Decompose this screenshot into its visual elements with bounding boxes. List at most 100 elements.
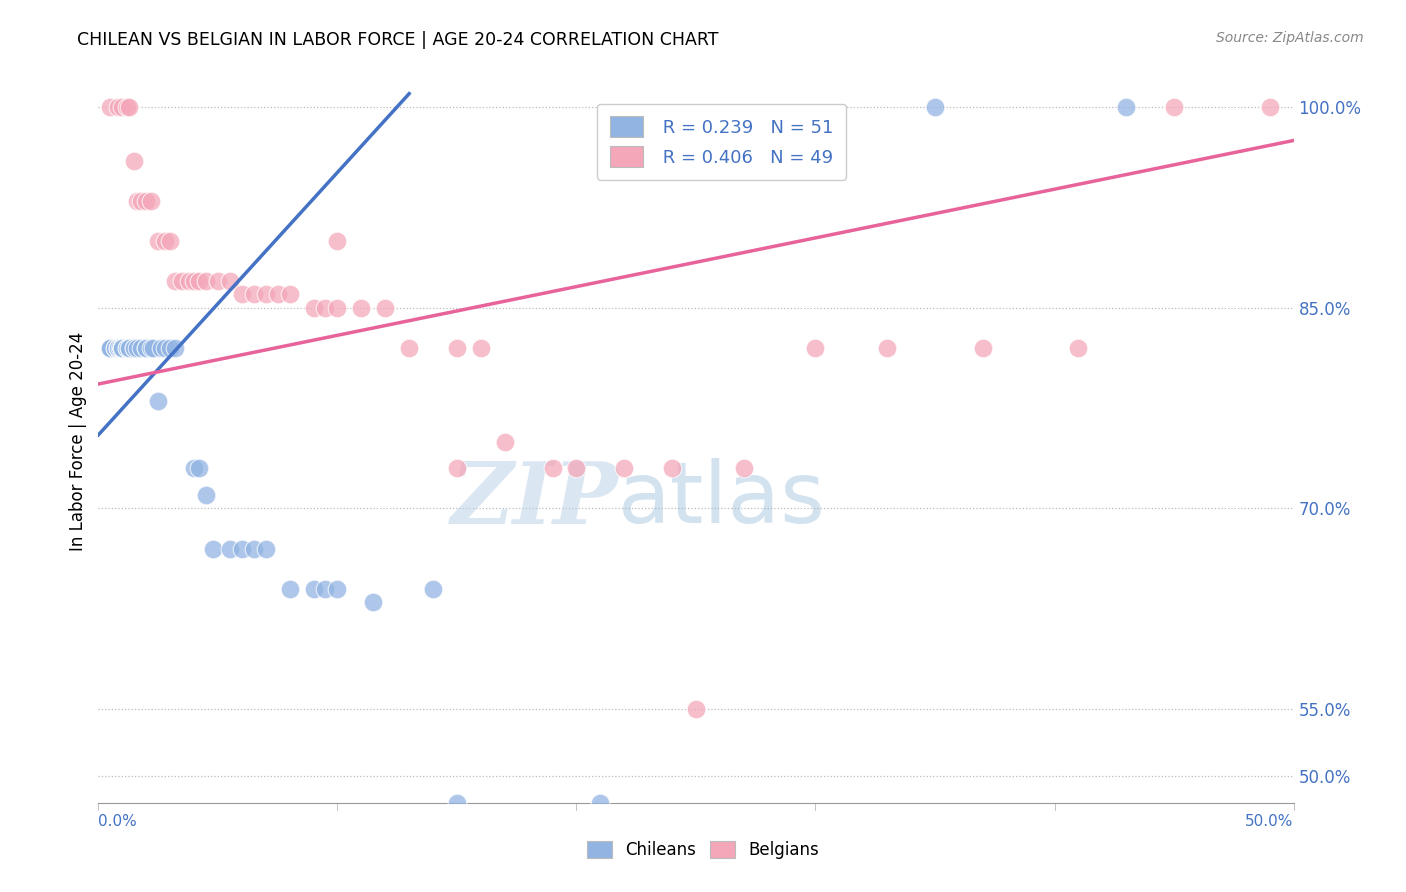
Point — [111, 341, 134, 355]
Point — [104, 341, 127, 355]
Point — [470, 341, 492, 355]
Point — [125, 194, 148, 208]
Point — [111, 341, 134, 355]
Point — [159, 234, 181, 248]
Point — [398, 341, 420, 355]
Point — [107, 341, 129, 355]
Point — [254, 541, 277, 556]
Point — [187, 274, 209, 288]
Point — [363, 595, 385, 609]
Point — [972, 341, 994, 355]
Point — [111, 100, 134, 114]
Point — [131, 194, 153, 208]
Point — [98, 341, 122, 355]
Point — [187, 461, 209, 475]
Point — [195, 274, 218, 288]
Point — [422, 582, 444, 596]
Point — [172, 274, 194, 288]
Point — [374, 301, 396, 315]
Point — [494, 434, 516, 449]
Point — [243, 541, 266, 556]
Point — [124, 341, 146, 355]
Point — [231, 541, 253, 556]
Point — [98, 341, 122, 355]
Point — [243, 287, 266, 301]
Point — [107, 341, 129, 355]
Point — [326, 301, 349, 315]
Point — [111, 341, 134, 355]
Point — [135, 341, 157, 355]
Point — [118, 100, 141, 114]
Point — [195, 488, 218, 502]
Point — [149, 341, 172, 355]
Point — [278, 582, 301, 596]
Point — [350, 301, 373, 315]
Point — [315, 582, 337, 596]
Point — [148, 394, 170, 409]
Point — [118, 341, 141, 355]
Point — [124, 341, 146, 355]
Point — [111, 341, 134, 355]
Point — [219, 541, 242, 556]
Point — [107, 100, 129, 114]
Point — [139, 194, 162, 208]
Point — [1163, 100, 1185, 114]
Point — [115, 341, 138, 355]
Legend: Chileans, Belgians: Chileans, Belgians — [581, 834, 825, 866]
Point — [118, 341, 141, 355]
Point — [155, 341, 177, 355]
Point — [278, 287, 301, 301]
Point — [98, 100, 122, 114]
Point — [125, 341, 148, 355]
Legend:  R = 0.239   N = 51,  R = 0.406   N = 49: R = 0.239 N = 51, R = 0.406 N = 49 — [598, 103, 846, 180]
Point — [302, 582, 325, 596]
Point — [124, 153, 146, 168]
Point — [135, 194, 157, 208]
Point — [446, 796, 468, 810]
Point — [685, 702, 707, 716]
Point — [446, 341, 468, 355]
Text: 50.0%: 50.0% — [1246, 814, 1294, 829]
Point — [207, 274, 229, 288]
Point — [254, 287, 277, 301]
Point — [111, 341, 134, 355]
Point — [1115, 100, 1137, 114]
Point — [155, 234, 177, 248]
Point — [876, 341, 898, 355]
Point — [148, 234, 170, 248]
Point — [131, 341, 153, 355]
Point — [98, 341, 122, 355]
Point — [231, 287, 253, 301]
Point — [163, 274, 186, 288]
Point — [159, 341, 181, 355]
Point — [108, 341, 131, 355]
Point — [179, 274, 201, 288]
Point — [613, 461, 636, 475]
Point — [446, 461, 468, 475]
Text: ZIP: ZIP — [450, 458, 619, 541]
Point — [326, 234, 349, 248]
Text: Source: ZipAtlas.com: Source: ZipAtlas.com — [1216, 31, 1364, 45]
Point — [202, 541, 225, 556]
Point — [183, 461, 205, 475]
Point — [1067, 341, 1090, 355]
Point — [163, 341, 186, 355]
Point — [1258, 100, 1281, 114]
Point — [589, 796, 612, 810]
Point — [315, 301, 337, 315]
Point — [565, 461, 588, 475]
Y-axis label: In Labor Force | Age 20-24: In Labor Force | Age 20-24 — [69, 332, 87, 551]
Text: atlas: atlas — [619, 458, 827, 541]
Point — [111, 341, 134, 355]
Point — [924, 100, 946, 114]
Text: CHILEAN VS BELGIAN IN LABOR FORCE | AGE 20-24 CORRELATION CHART: CHILEAN VS BELGIAN IN LABOR FORCE | AGE … — [77, 31, 718, 49]
Point — [541, 461, 564, 475]
Text: 0.0%: 0.0% — [98, 814, 138, 829]
Point — [326, 582, 349, 596]
Point — [142, 341, 165, 355]
Point — [111, 341, 134, 355]
Point — [104, 341, 127, 355]
Point — [135, 341, 157, 355]
Point — [302, 301, 325, 315]
Point — [267, 287, 290, 301]
